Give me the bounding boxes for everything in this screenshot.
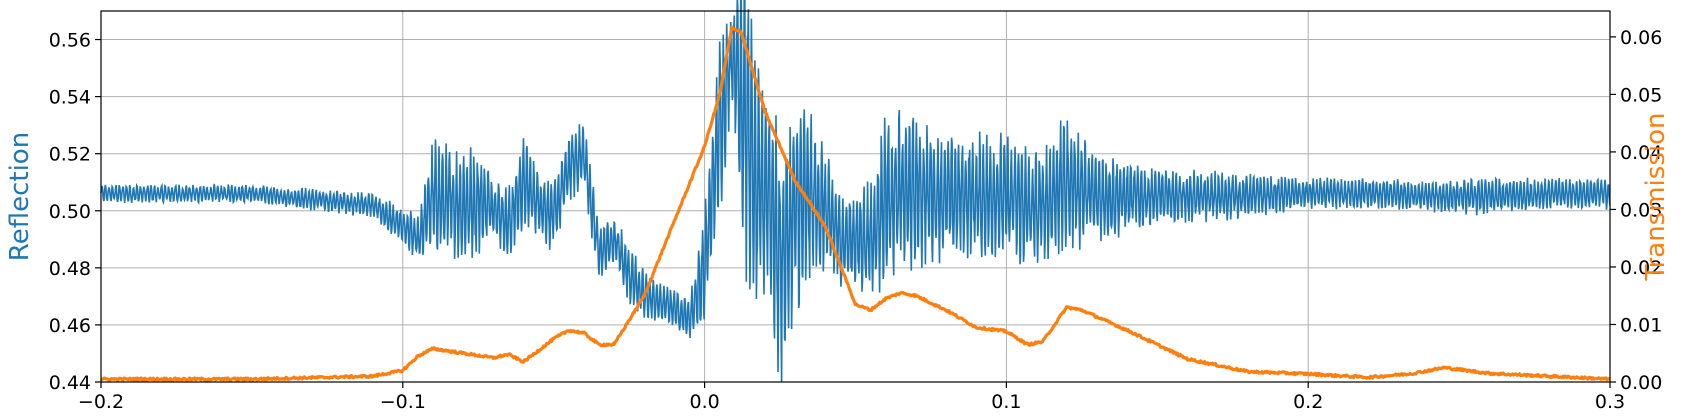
- x-axis: −0.2 −0.1 0.0 0.1 0.2 0.3: [78, 382, 1625, 413]
- right-y-axis: 0.00 0.01 0.02 0.03 0.04 0.05 0.06: [1610, 27, 1662, 394]
- left-y-tick-label: 0.46: [49, 315, 91, 337]
- x-tick-label: 0.3: [1595, 391, 1625, 413]
- x-tick-label: 0.1: [991, 391, 1021, 413]
- right-y-tick-label: 0.03: [1620, 199, 1662, 221]
- left-y-tick-label: 0.50: [49, 201, 91, 223]
- reflection-series-line: [100, 0, 1611, 383]
- left-y-tick-label: 0.48: [49, 258, 91, 280]
- transmission-series-line: [100, 25, 1611, 382]
- plot-area: [100, 0, 1611, 383]
- right-y-tick-label: 0.06: [1620, 27, 1662, 49]
- right-y-tick-label: 0.04: [1620, 142, 1662, 164]
- right-y-tick-label: 0.05: [1620, 84, 1662, 106]
- left-y-tick-label: 0.44: [49, 372, 91, 394]
- right-y-tick-label: 0.02: [1620, 257, 1662, 279]
- left-y-tick-label: 0.56: [49, 30, 91, 52]
- left-y-axis: 0.44 0.46 0.48 0.50 0.52 0.54 0.56: [49, 30, 101, 394]
- plot-frame: [100, 10, 1611, 383]
- x-tick-label: 0.2: [1293, 391, 1323, 413]
- left-axis-label: Reflection: [5, 132, 35, 261]
- right-y-tick-label: 0.00: [1620, 372, 1662, 394]
- left-y-tick-label: 0.52: [49, 144, 91, 166]
- left-y-tick-label: 0.54: [49, 87, 91, 109]
- x-tick-label: −0.2: [78, 391, 124, 413]
- right-y-tick-label: 0.01: [1620, 314, 1662, 336]
- right-axis-label: Transmission: [1641, 113, 1671, 282]
- x-tick-label: 0.0: [689, 391, 719, 413]
- x-tick-label: −0.1: [380, 391, 426, 413]
